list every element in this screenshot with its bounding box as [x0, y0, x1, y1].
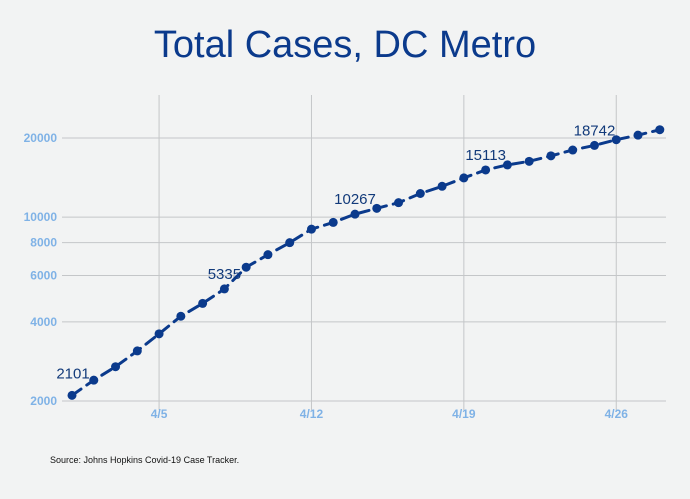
axis-ticks: 2000 4000 6000 8000 10000 20000 4/5 4/12 4/19 4/2… [24, 131, 629, 421]
data-point [524, 156, 534, 166]
data-point [285, 238, 295, 248]
data-point [372, 203, 382, 213]
data-point [437, 181, 447, 191]
data-label: 18742 [574, 122, 616, 139]
data-point [67, 390, 77, 400]
data-point [241, 262, 251, 272]
data-point [111, 362, 121, 372]
x-tick-label: 4/12 [300, 407, 324, 421]
y-tick-label: 8000 [30, 236, 57, 250]
data-point [350, 209, 360, 219]
data-point [415, 189, 425, 199]
y-tick-label: 4000 [30, 315, 57, 329]
data-point [546, 151, 556, 161]
x-tick-label: 4/5 [151, 407, 168, 421]
source-note: Source: Johns Hopkins Covid-19 Case Trac… [50, 455, 240, 465]
data-point [89, 375, 99, 385]
data-point [219, 284, 229, 294]
data-point [263, 250, 273, 260]
data-point [394, 198, 404, 208]
data-point [633, 130, 643, 140]
data-point [589, 140, 599, 150]
x-tick-label: 4/26 [605, 407, 629, 421]
data-label: 15113 [465, 147, 506, 164]
data-point [655, 125, 665, 135]
data-label: 5335 [208, 266, 241, 283]
grid-lines [62, 95, 666, 410]
series-line [70, 128, 662, 397]
data-point [459, 173, 469, 183]
data-point [481, 165, 491, 175]
series-path [70, 128, 662, 397]
data-point [154, 329, 164, 339]
data-point [176, 311, 186, 321]
series-points [67, 125, 665, 400]
data-point [568, 145, 578, 155]
chart-title: Total Cases, DC Metro [153, 24, 537, 66]
data-point [328, 217, 338, 227]
data-label: 10267 [334, 191, 376, 208]
data-point [132, 346, 142, 356]
y-tick-label: 6000 [30, 269, 57, 283]
data-point [611, 135, 621, 145]
y-tick-label: 2000 [30, 394, 57, 408]
x-tick-label: 4/19 [452, 407, 476, 421]
data-labels: 2101 5335 10267 15113 18742 [56, 122, 615, 382]
data-point [306, 224, 316, 234]
data-point [198, 298, 208, 308]
y-tick-label: 10000 [24, 210, 58, 224]
y-tick-label: 20000 [24, 131, 58, 145]
data-label: 2101 [56, 365, 89, 382]
data-point [502, 160, 512, 170]
